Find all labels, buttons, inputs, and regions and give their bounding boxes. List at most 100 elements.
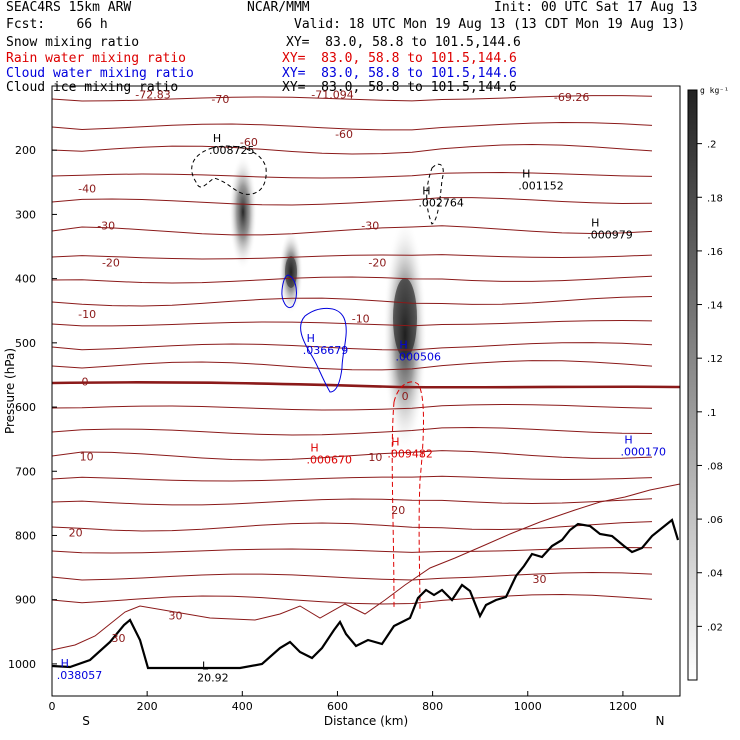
temperature-contour [51, 593, 653, 605]
temperature-contour-label: -70 [211, 93, 229, 106]
temperature-contour [51, 254, 653, 260]
temperature-contour [51, 571, 653, 581]
temperature-contour [51, 171, 653, 179]
temperature-contour-label: -20 [368, 257, 386, 270]
x-tick-label: 1000 [514, 700, 542, 713]
y-tick-label: 200 [15, 144, 36, 157]
contour-labels: -72.83 -71.094 -69.26 -70 -60 -60 -40 -30 -30 -20… [57, 88, 666, 684]
rain-water-contour [391, 381, 424, 611]
field-name-rain: Rain water mixing ratio [6, 51, 187, 66]
temperature-contour [51, 546, 653, 554]
init-time: Init: 00 UTC Sat 17 Aug 13 [494, 0, 698, 15]
temperature-contour-label: 20 [69, 526, 83, 539]
high-marker: H [391, 436, 399, 449]
valid-time: Valid: 18 UTC Mon 19 Aug 13 (13 CDT Mon … [294, 17, 686, 32]
extremum-value: 20.92 [197, 672, 229, 685]
temperature-contour [51, 143, 653, 155]
south-label: S [82, 714, 90, 728]
temperature-contour-label: -30 [97, 219, 115, 232]
low-marker: L [202, 660, 209, 673]
extremum-value: .008725 [209, 144, 255, 157]
x-axis-label: Distance (km) [324, 714, 408, 728]
extremum-value: .000670 [307, 453, 353, 466]
temperature-contour [51, 498, 653, 506]
temperature-contour-label: -60 [335, 128, 353, 141]
temperature-contour [51, 450, 653, 461]
x-tick-label: 400 [232, 700, 253, 713]
colorbar-tick-label: .16 [707, 247, 723, 258]
extremum-value: .009482 [387, 448, 433, 461]
temperature-contour [51, 121, 653, 131]
temperature-contour-lines [51, 95, 653, 605]
cloud-ice-contours [191, 145, 444, 225]
colorbar-tick-label: .18 [707, 193, 723, 204]
high-marker: H [399, 339, 407, 352]
temperature-contour [51, 426, 653, 436]
terrain-line [51, 518, 680, 670]
temperature-contour-label: 30 [111, 632, 125, 645]
colorbar: .02 .04 .06 .08 .1 .12 .14 .16 .18 .2 [687, 89, 723, 681]
colorbar-tick-label: .1 [707, 408, 717, 419]
temperature-contour [51, 521, 653, 532]
temperature-contour [51, 197, 653, 206]
x-tick-label: 800 [422, 700, 443, 713]
high-marker: H [591, 217, 599, 230]
high-marker: H [422, 184, 430, 197]
colorbar-tick-label: .02 [707, 622, 723, 633]
y-tick-label: 600 [15, 401, 36, 414]
high-marker: H [310, 441, 318, 454]
plot-frame [51, 85, 681, 697]
temperature-contour [51, 319, 653, 327]
temperature-contour-label: -72.83 [135, 88, 170, 101]
temperature-contour-label: 0 [81, 375, 88, 388]
extremum-value: .000979 [587, 229, 633, 242]
temperature-contour-label: 0 [402, 390, 409, 403]
colorbar-tick-label: .14 [707, 301, 723, 312]
colorbar-tick-label: .12 [707, 354, 723, 365]
temperature-contour-label: 20 [391, 504, 405, 517]
temperature-contour [51, 95, 653, 102]
high-marker: H [522, 168, 530, 181]
high-marker: H [213, 132, 221, 145]
field-xy-cloud-ice: XY= 83.0, 58.8 to 101.5,144.6 [282, 80, 517, 95]
temperature-contour-label: -69.26 [554, 91, 589, 104]
north-label: N [656, 714, 665, 728]
x-tick-label: 1200 [609, 700, 637, 713]
colorbar-tick-label: .2 [707, 140, 717, 151]
high-marker: H [61, 657, 69, 670]
field-name-cloud-ice: Cloud ice mixing ratio [6, 80, 179, 95]
temperature-contour-label: -10 [78, 308, 96, 321]
field-xy-rain: XY= 83.0, 58.8 to 101.5,144.6 [282, 51, 517, 66]
temperature-contour [51, 275, 653, 284]
temperature-contour-label: 30 [533, 573, 547, 586]
temperature-contour-label: -60 [240, 136, 258, 149]
high-marker: H [307, 332, 315, 345]
snow-shading [229, 154, 427, 453]
colorbar-tick-label: .08 [707, 461, 723, 472]
x-tick-label: 200 [137, 700, 158, 713]
y-tick-label: 800 [15, 529, 36, 542]
temperature-contour-label: 10 [80, 450, 94, 463]
extremum-value: .002764 [418, 196, 464, 209]
temperature-contour-label: -40 [78, 183, 96, 196]
y-tick-label: 1000 [8, 658, 36, 671]
field-xy-cloud-water: XY= 83.0, 58.8 to 101.5,144.6 [282, 66, 517, 81]
temperature-contour [51, 225, 653, 236]
y-tick-label: 400 [15, 273, 36, 286]
y-axis-label: Pressure (hPa) [3, 348, 17, 434]
extremum-value: .001152 [518, 180, 564, 193]
center-title: NCAR/MMM [247, 0, 310, 15]
extremum-value: .036679 [303, 344, 349, 357]
temperature-contour-label: -71.094 [311, 88, 353, 101]
y-tick-label: 500 [15, 337, 36, 350]
temperature-contour [51, 296, 653, 307]
y-tick-label: 700 [15, 465, 36, 478]
colorbar-unit: g kg⁻¹ [700, 86, 729, 95]
forecast-hour: Fcst: 66 h [6, 17, 108, 32]
field-xy-snow: XY= 83.0, 58.8 to 101.5,144.6 [286, 35, 521, 50]
temperature-contour [51, 342, 653, 351]
axes: 0 200 400 600 800 1000 12001000900800700600500… [3, 144, 664, 728]
temperature-contour-label: 30 [169, 610, 183, 623]
y-tick-label: 300 [15, 208, 36, 221]
